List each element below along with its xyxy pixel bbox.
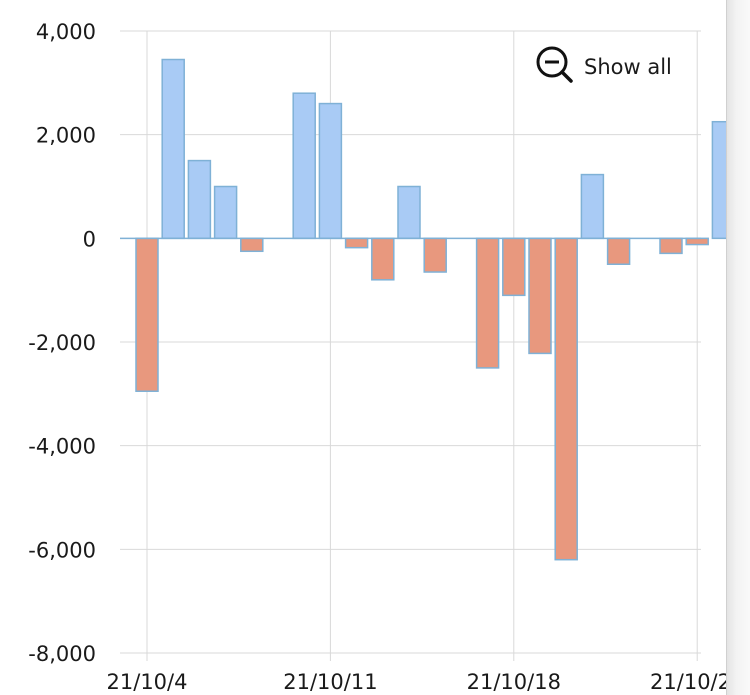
x-tick-label: 21/10/4 (107, 670, 188, 694)
bar[interactable] (187, 159, 212, 240)
bar[interactable] (475, 237, 500, 369)
y-axis-tick-labels: 4,000 2,000 0 -2,000 -4,000 -6,000 -8,000 (28, 20, 96, 666)
bar[interactable] (580, 173, 605, 240)
bar[interactable] (554, 237, 578, 561)
show-all-button[interactable]: Show all (536, 46, 672, 88)
bar-chart: 4,000 2,000 0 -2,000 -4,000 -6,000 -8,000 21/1… (28, 20, 726, 694)
bar[interactable] (213, 185, 238, 240)
bar[interactable] (685, 237, 709, 246)
y-tick-label: -2,000 (28, 331, 96, 355)
y-tick-label: -4,000 (28, 435, 96, 459)
bar[interactable] (397, 185, 421, 240)
bar[interactable] (528, 237, 552, 355)
bar[interactable] (240, 237, 264, 253)
y-tick-label: 2,000 (36, 124, 96, 148)
bar[interactable] (606, 237, 631, 265)
zoom-out-icon (536, 46, 574, 88)
scrollbar-edge[interactable] (726, 0, 750, 695)
bar[interactable] (292, 92, 316, 240)
bar[interactable] (344, 237, 369, 249)
bar[interactable] (423, 237, 447, 273)
x-tick-label: 21/10/18 (467, 670, 561, 694)
y-tick-label: -6,000 (28, 538, 96, 562)
x-tick-label: 21/10/25 (650, 670, 726, 694)
y-tick-label: -8,000 (28, 642, 96, 666)
bar[interactable] (318, 102, 343, 240)
grid-lines (120, 30, 701, 661)
bar[interactable] (135, 237, 159, 392)
bar[interactable] (161, 58, 185, 240)
y-tick-label: 4,000 (36, 20, 96, 44)
y-tick-label: 0 (83, 227, 96, 251)
bar[interactable] (371, 237, 395, 281)
bar[interactable] (502, 237, 526, 297)
x-tick-label: 21/10/11 (283, 670, 377, 694)
bar[interactable] (711, 120, 726, 240)
show-all-label: Show all (584, 55, 672, 79)
bar[interactable] (659, 237, 683, 255)
